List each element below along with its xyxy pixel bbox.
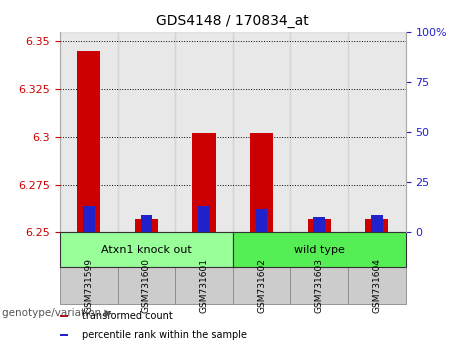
Bar: [233, 232, 406, 267]
Bar: [365, 219, 388, 232]
Bar: [348, 32, 406, 232]
Text: GSM731604: GSM731604: [372, 258, 381, 313]
Bar: [118, 32, 175, 232]
Bar: [60, 32, 118, 232]
Bar: [313, 217, 325, 232]
Text: GSM731601: GSM731601: [200, 258, 208, 313]
Bar: [348, 267, 406, 304]
Text: GSM731600: GSM731600: [142, 258, 151, 313]
Bar: [118, 267, 175, 304]
Bar: [60, 267, 118, 304]
Bar: [60, 315, 68, 317]
Bar: [83, 206, 95, 232]
Bar: [290, 32, 348, 232]
Bar: [290, 267, 348, 304]
Bar: [135, 219, 158, 232]
Bar: [308, 219, 331, 232]
Text: Atxn1 knock out: Atxn1 knock out: [101, 245, 192, 255]
Text: GSM731599: GSM731599: [84, 258, 93, 313]
Bar: [77, 51, 100, 232]
Bar: [60, 334, 68, 336]
Bar: [250, 133, 273, 232]
Text: percentile rank within the sample: percentile rank within the sample: [83, 330, 248, 340]
Text: genotype/variation ▶: genotype/variation ▶: [2, 308, 112, 318]
Bar: [371, 215, 383, 232]
Text: GSM731602: GSM731602: [257, 258, 266, 313]
Bar: [175, 267, 233, 304]
Title: GDS4148 / 170834_at: GDS4148 / 170834_at: [156, 14, 309, 28]
Text: wild type: wild type: [294, 245, 345, 255]
Text: transformed count: transformed count: [83, 311, 173, 321]
Bar: [141, 215, 152, 232]
Bar: [60, 232, 233, 267]
Bar: [175, 32, 233, 232]
Bar: [198, 206, 210, 232]
Bar: [193, 133, 216, 232]
Bar: [256, 210, 267, 232]
Bar: [233, 32, 290, 232]
Bar: [233, 267, 290, 304]
Text: GSM731603: GSM731603: [315, 258, 324, 313]
